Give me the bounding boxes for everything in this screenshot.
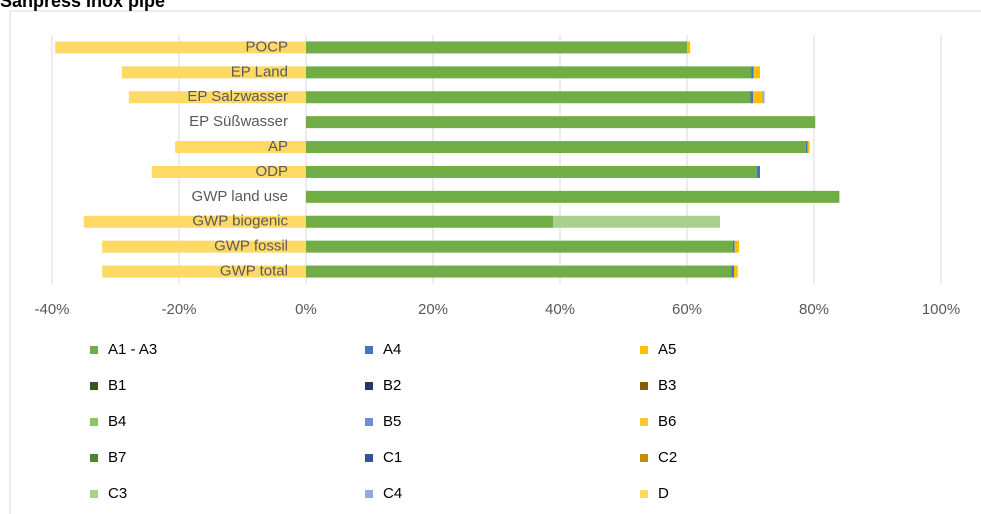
category-label: GWP biogenic [192, 213, 288, 230]
category-label: GWP fossil [214, 238, 288, 255]
legend-marker [90, 418, 98, 426]
category-label: GWP total [220, 263, 288, 280]
bar-segment [306, 91, 751, 104]
bar-segment [306, 41, 687, 54]
bar-segment [128, 91, 306, 104]
bar-segment [553, 215, 721, 228]
legend-marker [365, 418, 373, 426]
legend-label: B5 [383, 413, 401, 430]
bar-segment [306, 116, 816, 129]
bar-segment [687, 41, 691, 54]
category-label: POCP [245, 38, 288, 55]
legend-marker [90, 454, 98, 462]
bar-segment [756, 165, 761, 178]
legend-label: A1 - A3 [108, 341, 157, 358]
category-label: GWP land use [192, 188, 288, 205]
bar-segment [731, 265, 734, 278]
legend-label: B3 [658, 377, 676, 394]
bar-segment [306, 240, 733, 253]
bar-segment [732, 240, 735, 253]
legend-label: A4 [383, 341, 401, 358]
legend-label: B7 [108, 449, 126, 466]
x-tick-label: 20% [418, 301, 448, 318]
legend-label: D [658, 485, 669, 502]
bar-segment [734, 240, 740, 253]
legend-label: C1 [383, 449, 402, 466]
category-label: EP Süßwasser [189, 113, 288, 130]
category-label: ODP [255, 163, 288, 180]
bar-segment [807, 141, 810, 154]
legend-marker [640, 490, 648, 498]
bar-segment [805, 141, 808, 154]
legend-marker [640, 454, 648, 462]
x-tick-label: 60% [672, 301, 702, 318]
bar-segment [753, 66, 761, 79]
x-tick-label: 0% [295, 301, 317, 318]
bar-segment [306, 141, 806, 154]
x-tick-label: 40% [545, 301, 575, 318]
legend-label: C3 [108, 485, 127, 502]
bar-segment [83, 215, 306, 228]
bar-segment [102, 240, 306, 253]
legend-label: B6 [658, 413, 676, 430]
legend-marker [365, 382, 373, 390]
legend-marker [90, 490, 98, 498]
legend-marker [640, 418, 648, 426]
legend-marker [90, 382, 98, 390]
legend-label: B1 [108, 377, 126, 394]
bar-segment [306, 66, 752, 79]
legend-marker [90, 346, 98, 354]
bar-segment [175, 141, 306, 154]
bar-segment [151, 165, 306, 178]
x-tick-label: 100% [922, 301, 960, 318]
bar-segment [306, 165, 757, 178]
bar-segment [750, 91, 754, 104]
legend-marker [640, 382, 648, 390]
legend-marker [365, 490, 373, 498]
category-label: AP [268, 138, 288, 155]
legend-marker [365, 346, 373, 354]
bar-segment [306, 215, 554, 228]
bar-segment [753, 91, 763, 104]
x-tick-label: 80% [799, 301, 829, 318]
legend-marker [640, 346, 648, 354]
bar-segment [751, 66, 754, 79]
x-tick-label: -40% [34, 301, 69, 318]
bar-segment [762, 91, 765, 104]
bar-segment [121, 66, 306, 79]
legend-label: C4 [383, 485, 402, 502]
x-tick-label: -20% [161, 301, 196, 318]
category-label: EP Salzwasser [187, 88, 288, 105]
legend-label: A5 [658, 341, 676, 358]
bar-segment [102, 265, 306, 278]
legend-label: B4 [108, 413, 126, 430]
chart-title: Sanpress Inox pipe [0, 0, 165, 11]
legend-label: B2 [383, 377, 401, 394]
bar-segment [733, 265, 738, 278]
legend-marker [365, 454, 373, 462]
bar-segment [306, 190, 840, 203]
bar-segment [55, 41, 306, 54]
bar-segment [306, 265, 732, 278]
category-label: EP Land [231, 63, 288, 80]
legend-label: C2 [658, 449, 677, 466]
